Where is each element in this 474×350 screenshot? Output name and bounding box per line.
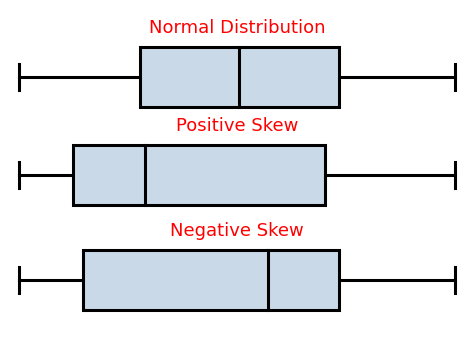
Bar (73, 145, 325, 205)
Bar (83, 250, 339, 310)
Bar (140, 47, 339, 107)
Text: Normal Distribution: Normal Distribution (149, 19, 325, 37)
Text: Positive Skew: Positive Skew (176, 117, 298, 135)
Text: Negative Skew: Negative Skew (170, 222, 304, 240)
